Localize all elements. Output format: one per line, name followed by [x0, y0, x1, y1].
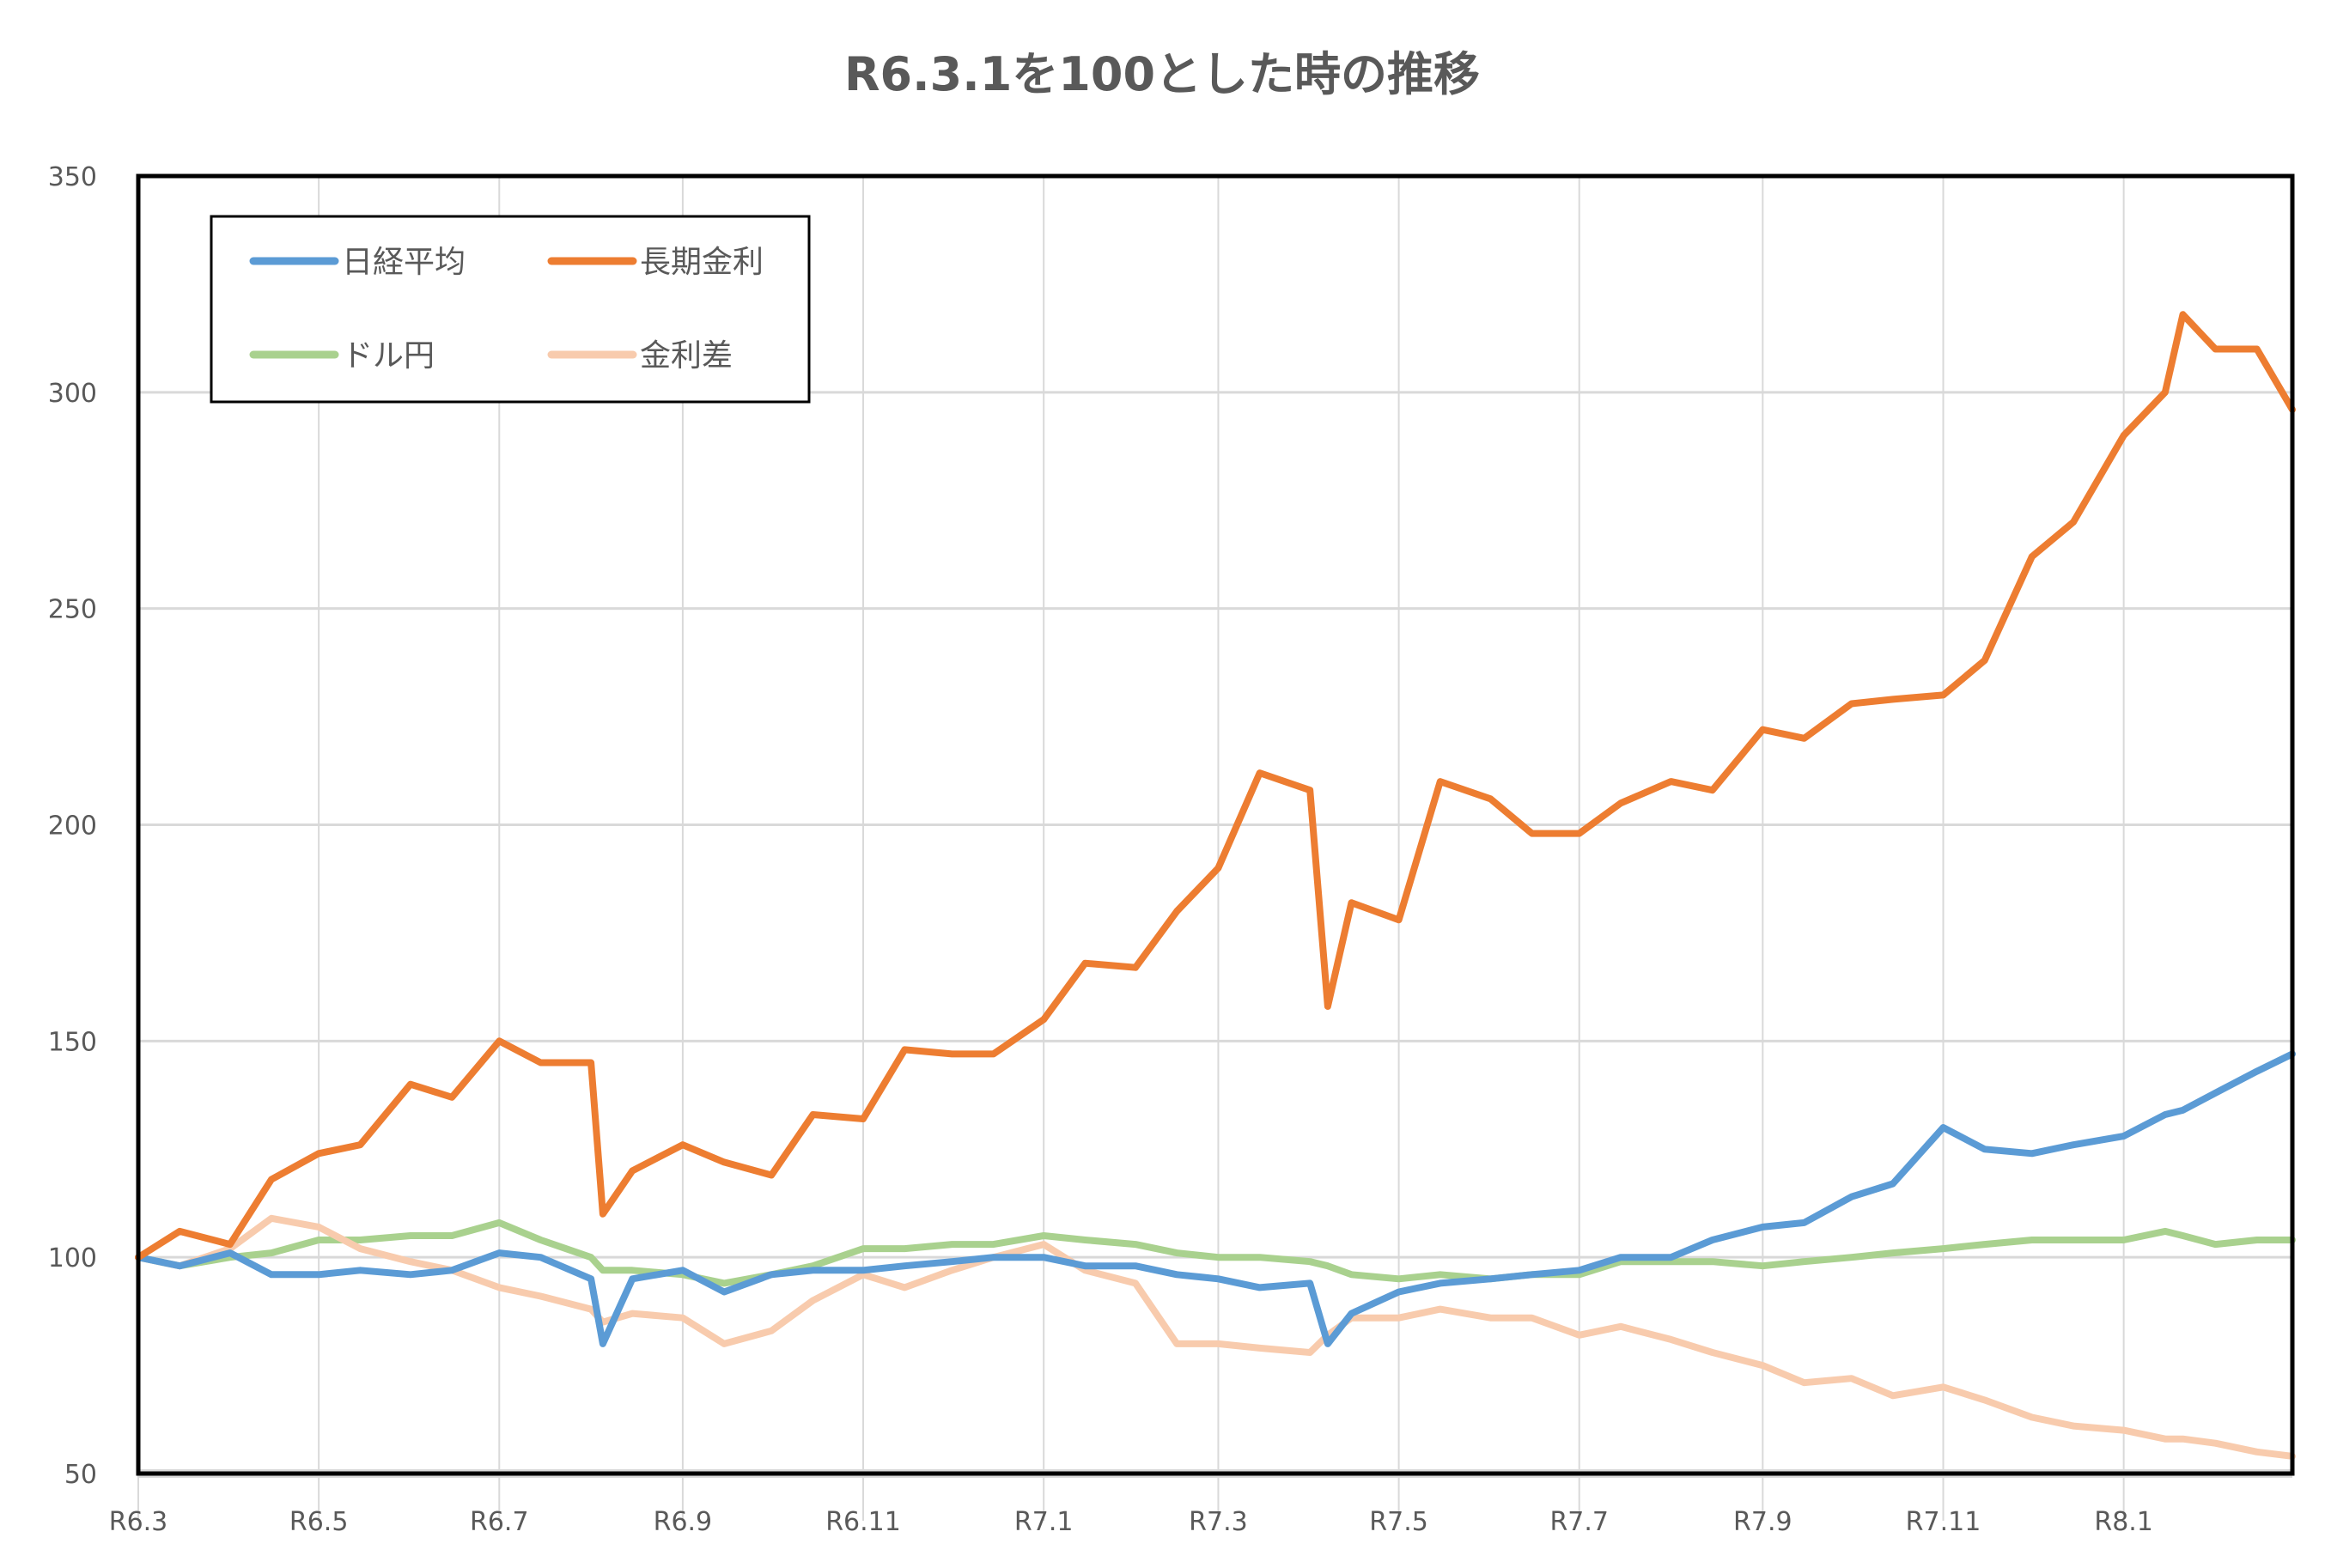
y-tick-label: 200: [48, 811, 97, 842]
legend-label: 長期金利: [640, 245, 764, 280]
x-tick-label: R6.11: [825, 1507, 901, 1537]
legend-label: 金利差: [640, 338, 733, 374]
legend-label: 日経平均: [342, 245, 466, 280]
legend-box: [210, 215, 811, 404]
y-tick-label: 350: [48, 162, 97, 192]
series-lines: [135, 311, 2296, 1460]
y-tick-label: 50: [64, 1460, 97, 1490]
x-tick-label: R6.5: [289, 1507, 349, 1537]
x-tick-label: R8.1: [2094, 1507, 2153, 1537]
x-tick-label: R6.3: [109, 1507, 168, 1537]
x-tick-label: R7.5: [1369, 1507, 1428, 1537]
x-tick-label: R7.3: [1189, 1507, 1248, 1537]
x-tick-label: R6.9: [654, 1507, 713, 1537]
x-axis-ticks: R6.3 R6.5 R6.7 R6.9 R6.11 R7.1 R7.3 R7.5 R7.7 R7.…: [109, 1507, 2153, 1537]
y-tick-label: 150: [48, 1027, 97, 1057]
series-line-1: [135, 1050, 2296, 1347]
legend-label: ドル円: [342, 338, 435, 374]
y-axis-ticks: 50 100 150 200 250 300 350: [48, 162, 97, 1490]
y-tick-label: 300: [48, 379, 97, 409]
x-tick-label: R7.9: [1733, 1507, 1792, 1537]
x-tick-label: R6.7: [470, 1507, 529, 1537]
x-tick-label: R7.11: [1906, 1507, 1981, 1537]
y-tick-label: 250: [48, 595, 97, 625]
plot-area-border: [136, 173, 2295, 1476]
x-tick-label: R7.1: [1014, 1507, 1074, 1537]
series-line-3: [135, 1219, 2296, 1287]
y-tick-label: 100: [48, 1243, 97, 1273]
series-line-2: [135, 311, 2296, 1261]
x-tick-label: R7.7: [1549, 1507, 1609, 1537]
chart-title: R6.3.1を100とした時の推移: [844, 47, 1480, 101]
series-line-4: [135, 1214, 2296, 1460]
